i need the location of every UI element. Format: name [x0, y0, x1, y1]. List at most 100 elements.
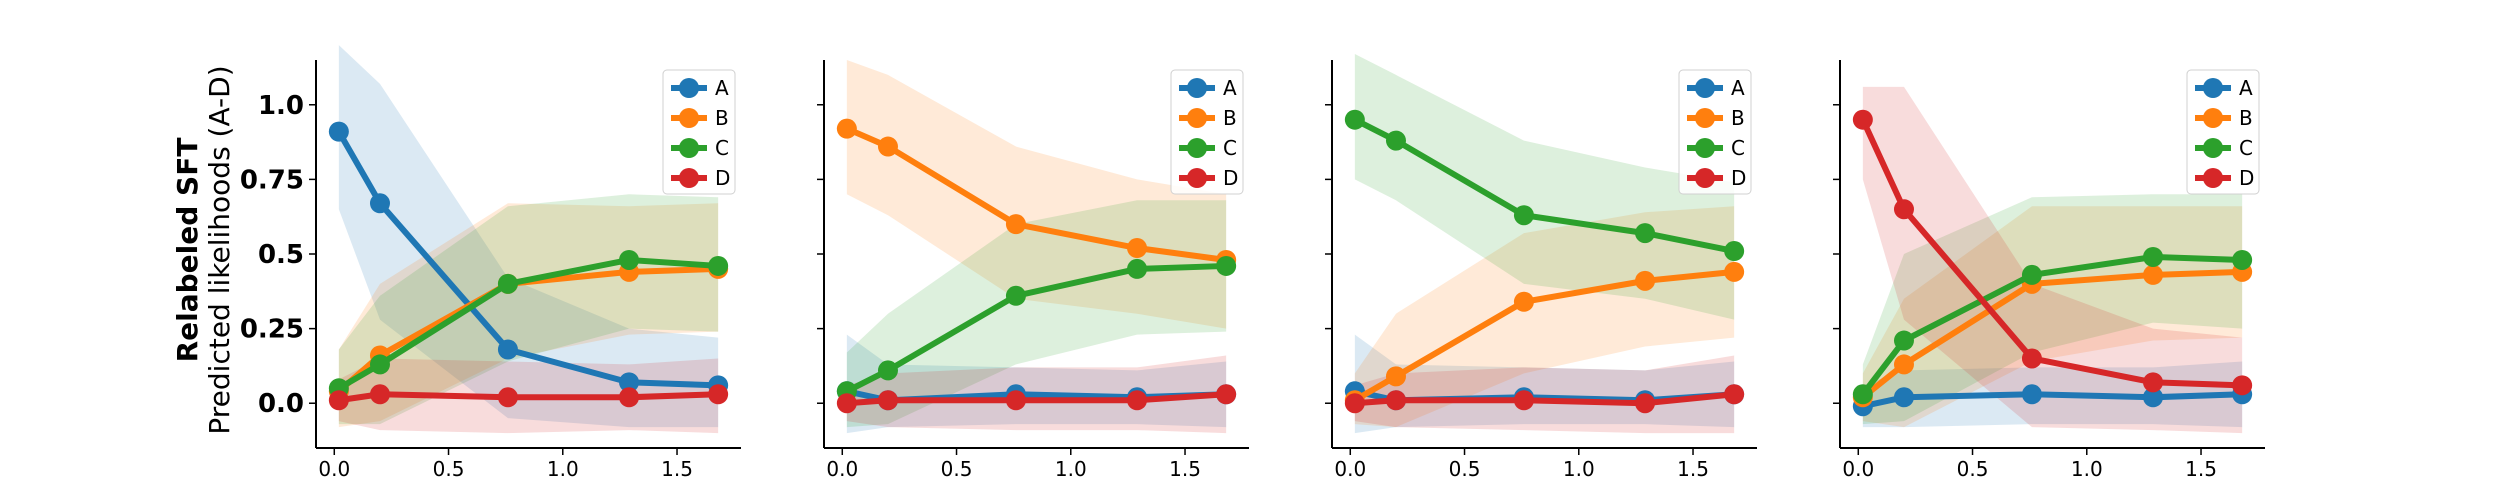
y-axis-label-group: Relabeled SFT Predicted likelihoods (A-D… [171, 65, 236, 434]
legend-label-a: A [1223, 76, 1237, 100]
data-point-d [1344, 393, 1365, 414]
legend-label-d: D [2239, 166, 2254, 190]
data-point-d [1005, 390, 1026, 411]
x-tick-label: 1.0 [1563, 457, 1595, 481]
data-point-c [1385, 130, 1406, 151]
x-tick-label: 1.0 [2071, 457, 2103, 481]
legend-label-c: C [715, 136, 729, 160]
data-point-d [1724, 384, 1745, 405]
data-point-d [2143, 372, 2164, 393]
x-tick-label: 1.5 [1169, 457, 1201, 481]
data-point-d [1127, 390, 1148, 411]
data-point-c [877, 360, 898, 381]
legend-label-b: B [715, 106, 729, 130]
data-point-b [2143, 264, 2164, 285]
legend-swatch-marker-d [1695, 168, 1715, 188]
data-point-d [1513, 390, 1534, 411]
data-point-d [877, 390, 898, 411]
data-point-d [1216, 384, 1237, 405]
legend-swatch-marker-c [679, 138, 699, 158]
data-point-b [1005, 214, 1026, 235]
x-tick-label: 1.0 [1055, 457, 1087, 481]
confidence-band-b [1354, 206, 1735, 428]
legend-swatch-marker-b [2203, 108, 2223, 128]
legend-box [1678, 69, 1752, 195]
data-point-c [1893, 330, 1914, 351]
legend-label-c: C [2239, 136, 2253, 160]
data-point-b [1724, 261, 1745, 282]
y-tick-label: 0.0 [258, 389, 304, 419]
legend-swatch-marker-d [1187, 168, 1207, 188]
data-point-a [328, 121, 349, 142]
data-point-b [1385, 366, 1406, 387]
data-point-c [497, 273, 518, 294]
x-tick-label: 0.5 [941, 457, 973, 481]
legend-swatch-marker-a [679, 78, 699, 98]
data-point-c [708, 255, 729, 276]
x-tick-label: 0.0 [1842, 457, 1874, 481]
data-point-d [1635, 393, 1656, 414]
legend-swatch-marker-c [1695, 138, 1715, 158]
data-point-a [2143, 387, 2164, 408]
data-point-a [369, 193, 390, 214]
data-point-c [1127, 258, 1148, 279]
legend-label-d: D [715, 166, 730, 190]
data-point-c [1635, 223, 1656, 244]
x-tick-label: 0.5 [1449, 457, 1481, 481]
legend-label-c: C [1223, 136, 1237, 160]
x-tick-label: 1.5 [661, 457, 693, 481]
data-point-c [1216, 255, 1237, 276]
legend-label-b: B [1731, 106, 1745, 130]
data-point-d [708, 384, 729, 405]
confidence-band-c [846, 200, 1227, 428]
legend-swatch-marker-c [2203, 138, 2223, 158]
data-point-d [2021, 348, 2042, 369]
data-point-b [1513, 291, 1534, 312]
legend-label-b: B [1223, 106, 1237, 130]
y-tick-label: 0.75 [240, 165, 304, 195]
data-point-c [369, 354, 390, 375]
data-point-a [497, 339, 518, 360]
x-tick-label: 0.0 [826, 457, 858, 481]
x-tick-label: 0.0 [1334, 457, 1366, 481]
data-point-c [1724, 241, 1745, 262]
legend-label-b: B [2239, 106, 2253, 130]
data-point-b [877, 136, 898, 157]
data-point-d [2232, 375, 2253, 396]
legend-swatch-marker-c [1187, 138, 1207, 158]
y-axis-label-main: Relabeled SFT [171, 138, 204, 363]
legend-label-c: C [1731, 136, 1745, 160]
data-point-d [369, 384, 390, 405]
data-point-c [1344, 109, 1365, 130]
data-point-d [328, 390, 349, 411]
legend-swatch-marker-d [679, 168, 699, 188]
data-point-c [619, 249, 640, 270]
legend-label-d: D [1731, 166, 1746, 190]
y-axis-label-sub: Predicted likelihoods (A-D) [203, 65, 236, 434]
data-point-c [2021, 264, 2042, 285]
data-point-d [1893, 199, 1914, 220]
confidence-band-c [1354, 54, 1735, 320]
data-point-d [619, 387, 640, 408]
data-point-c [2143, 246, 2164, 267]
legend-swatch-marker-a [2203, 78, 2223, 98]
data-point-d [497, 387, 518, 408]
legend-box [1170, 69, 1244, 195]
data-point-d [836, 393, 857, 414]
legend-swatch-marker-b [679, 108, 699, 128]
data-point-a [1893, 387, 1914, 408]
legend-swatch-marker-a [1695, 78, 1715, 98]
data-point-d [1852, 109, 1873, 130]
y-tick-label: 1.0 [258, 91, 304, 121]
data-point-c [1852, 384, 1873, 405]
legend-swatch-marker-a [1187, 78, 1207, 98]
x-tick-label: 0.0 [318, 457, 350, 481]
y-tick-label: 0.5 [258, 240, 304, 270]
